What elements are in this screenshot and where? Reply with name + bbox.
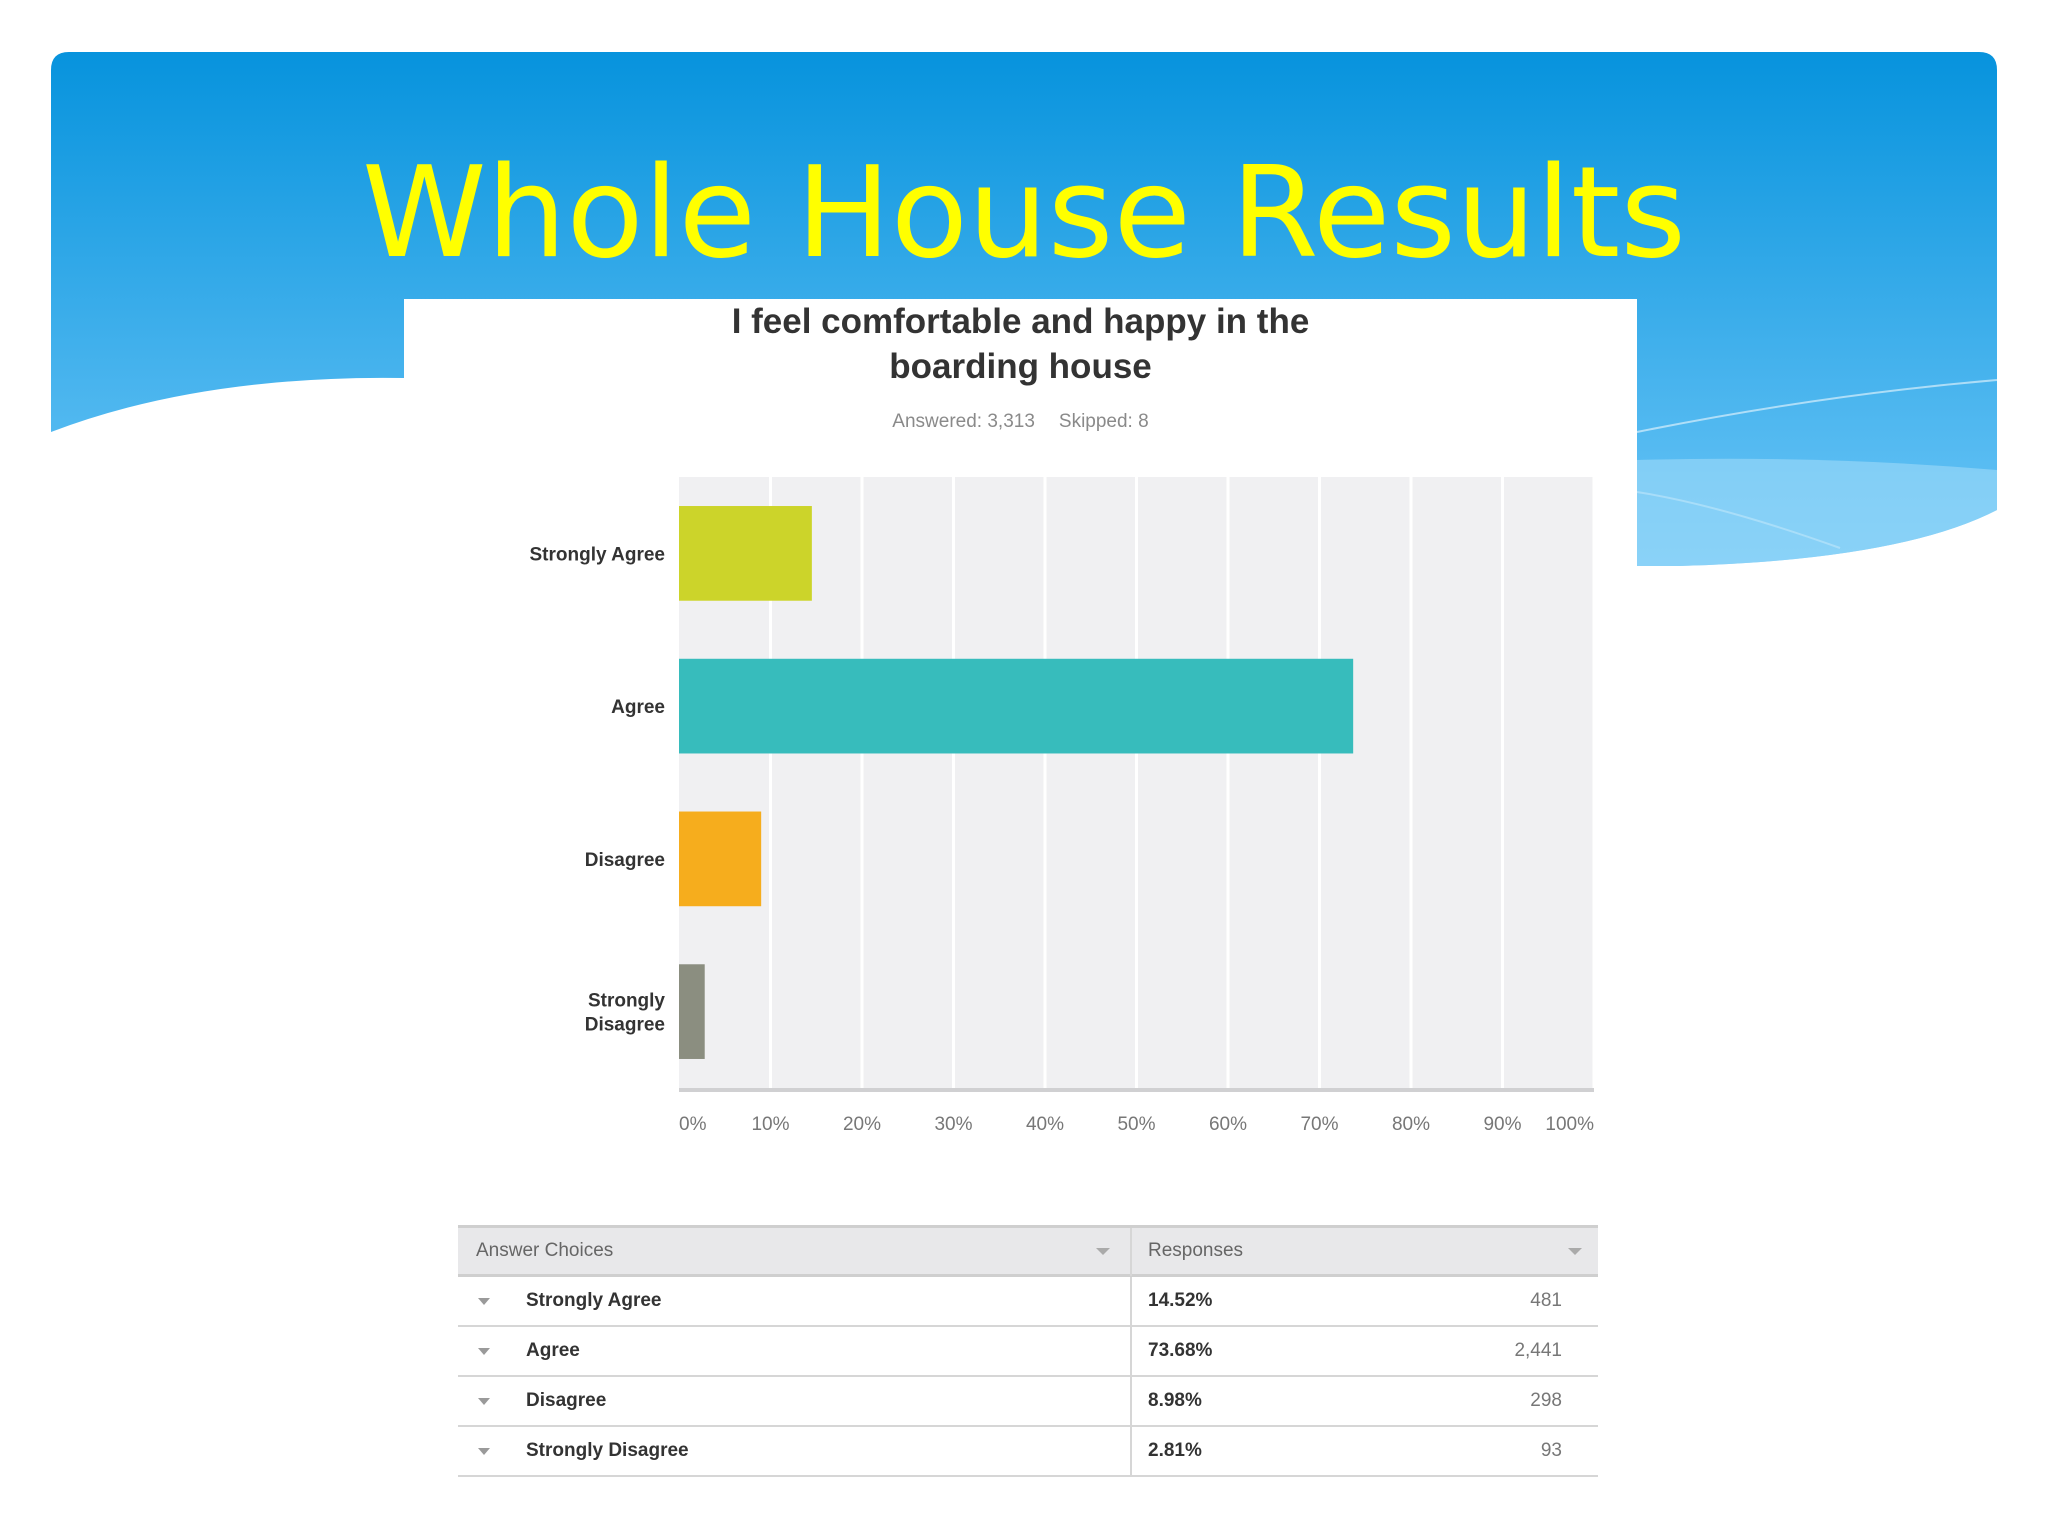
x-tick-label: 10% [751, 1114, 789, 1135]
category-label: Strongly Agree [530, 544, 666, 565]
chart-subtitle: Answered: 3,313 Skipped: 8 [404, 411, 1637, 433]
x-tick-label: 60% [1209, 1114, 1247, 1135]
x-tick-label: 90% [1483, 1114, 1521, 1135]
row-choice: Strongly Disagree [526, 1440, 689, 1461]
row-percent: 2.81% [1148, 1440, 1202, 1461]
skipped-count: Skipped: 8 [1058, 411, 1149, 432]
column-divider [1130, 1327, 1132, 1377]
x-tick-label: 20% [843, 1114, 881, 1135]
table-row: Disagree 8.98% 298 [458, 1377, 1598, 1427]
chart-title-line-2: boarding house [889, 347, 1152, 386]
slide-title: Whole House Results [362, 139, 1686, 286]
category-label: Agree [611, 697, 665, 718]
chevron-down-icon[interactable] [478, 1398, 490, 1405]
chevron-down-icon[interactable] [478, 1348, 490, 1355]
x-tick-label: 80% [1392, 1114, 1430, 1135]
x-tick-label: 100% [1545, 1114, 1594, 1135]
category-label: Disagree [585, 850, 665, 871]
x-tick-label: 30% [934, 1114, 972, 1135]
row-choice: Disagree [526, 1390, 607, 1411]
column-divider [1130, 1277, 1132, 1327]
bar-agree [679, 658, 1354, 754]
table-row: Strongly Disagree 2.81% 93 [458, 1427, 1598, 1477]
row-choice: Agree [526, 1340, 580, 1361]
chevron-down-icon[interactable] [478, 1448, 490, 1455]
sort-caret-icon[interactable] [1568, 1248, 1582, 1255]
table-header-row: Answer Choices Responses [458, 1225, 1598, 1277]
chart-title-line-1: I feel comfortable and happy in the [731, 302, 1310, 341]
row-choice: Strongly Agree [526, 1290, 662, 1311]
bar-strongly-agree [679, 506, 812, 601]
table-row: Strongly Agree 14.52% 481 [458, 1277, 1598, 1327]
bar-strongly-disagree [679, 964, 705, 1059]
row-count: 93 [1540, 1440, 1562, 1461]
row-count: 2,441 [1514, 1340, 1562, 1361]
category-label: Strongly Disagree [585, 991, 666, 1036]
row-percent: 8.98% [1148, 1390, 1202, 1411]
column-divider [1130, 1228, 1132, 1276]
x-tick-label: 50% [1117, 1114, 1155, 1135]
sort-caret-icon[interactable] [1096, 1248, 1110, 1255]
row-percent: 73.68% [1148, 1340, 1213, 1361]
chart-title: I feel comfortable and happy in the boar… [404, 299, 1637, 389]
answered-count: Answered: 3,313 [892, 411, 1035, 432]
table-row: Agree 73.68% 2,441 [458, 1327, 1598, 1377]
row-count: 481 [1530, 1290, 1562, 1311]
column-divider [1130, 1427, 1132, 1477]
row-percent: 14.52% [1148, 1290, 1213, 1311]
header-answer-choices[interactable]: Answer Choices [476, 1240, 614, 1261]
bar-chart: Strongly Agree Agree Disagree Strongly Disag… [530, 477, 1596, 1135]
column-divider [1130, 1377, 1132, 1427]
x-tick-label: 40% [1026, 1114, 1064, 1135]
header-responses[interactable]: Responses [1148, 1240, 1244, 1261]
survey-panel: I feel comfortable and happy in the boar… [404, 299, 1637, 1499]
header-wave-light [1637, 458, 1997, 566]
bar-disagree [679, 811, 762, 907]
chevron-down-icon[interactable] [478, 1298, 490, 1305]
row-count: 298 [1530, 1390, 1562, 1411]
x-tick-label: 70% [1300, 1114, 1338, 1135]
x-tick-label: 0% [679, 1114, 707, 1135]
response-table: Answer Choices Responses Strongly Agree … [458, 1225, 1598, 1477]
